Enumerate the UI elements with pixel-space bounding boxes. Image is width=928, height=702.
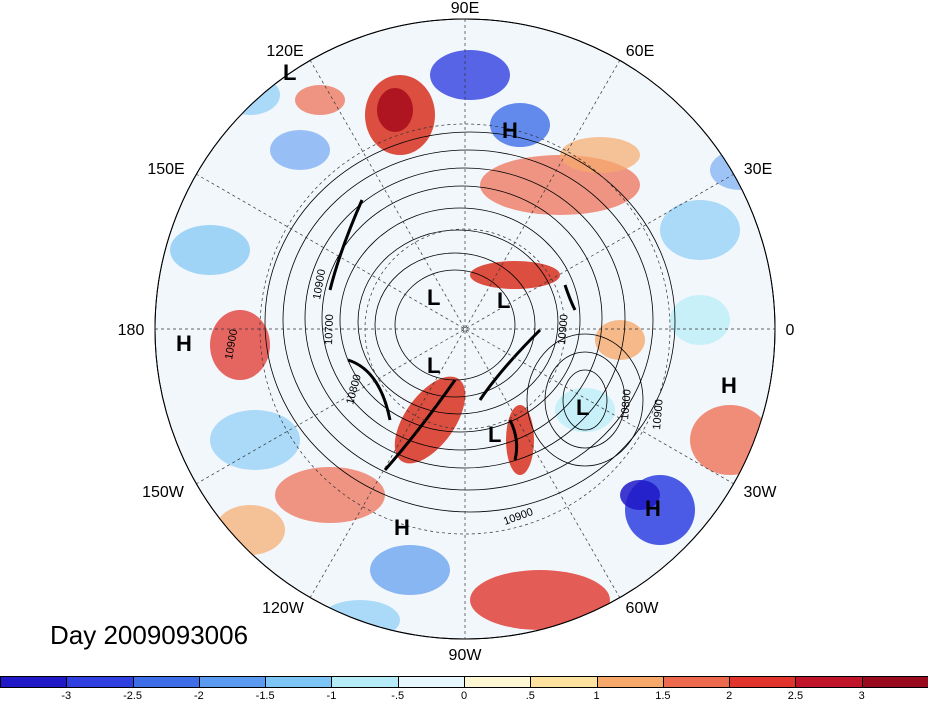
colorbar-tick-label: 2 [726,690,733,702]
lon-label-60e: 60E [626,43,654,60]
colorbar-segment [861,676,928,688]
contour-label: 10800 [619,389,634,421]
contour-labels: 10900 10700 10900 10800 10900 10800 1090… [223,268,666,528]
graticule [155,19,775,639]
colorbar-segment [596,676,664,688]
lon-label-120w: 120W [262,600,305,617]
pressure-centers: L H L L H L L L H H H H [176,60,737,540]
colorbar-segment [0,676,68,688]
contour-label: 10700 [323,314,336,345]
lon-label-120e: 120E [266,43,303,60]
contour-label: 10900 [223,328,240,360]
colorbar-tick-label: -1 [326,690,337,702]
longitude-labels: 90E 60E 30E 0 30W 60W 90W 120W 150W 180 … [118,0,795,664]
high-center: H [176,331,192,356]
lon-label-30e: 30E [744,161,772,178]
colorbar-tick-label: -1.5 [255,690,275,702]
colorbar-tick-label: -3 [61,690,72,702]
contour-label: 10900 [556,314,571,346]
contour-label: 10900 [651,399,666,431]
colorbar-segment [331,676,399,688]
lon-label-150w: 150W [142,484,185,501]
high-center: H [394,515,410,540]
lon-label-60w: 60W [626,600,660,617]
colorbar-segment [530,676,598,688]
low-center: L [283,60,296,85]
low-center: L [427,353,440,378]
colorbar-segment [729,676,797,688]
colorbar-segment [66,676,134,688]
lon-label-150e: 150E [147,161,184,178]
high-center: H [645,496,661,521]
lon-label-90e: 90E [451,0,479,17]
low-center: L [427,285,440,310]
jet-contours [328,199,577,471]
polar-map: 90E 60E 30E 0 30W 60W 90W 120W 150W 180 … [118,0,795,664]
colorbar-segment [795,676,863,688]
colorbar-tick-label: -.5 [391,690,405,702]
lon-label-180: 180 [118,322,145,339]
colorbar-tick-label: 0 [460,690,468,702]
colorbar-tick-label: 3 [858,690,865,702]
colorbar-tick-label: 2.5 [787,690,804,702]
low-center: L [497,288,510,313]
colorbar-tick-label: -2 [193,690,204,702]
low-center: L [488,422,501,447]
anomaly-field [155,19,775,639]
colorbar-segment [265,676,333,688]
colorbar-segment [198,676,267,688]
lon-label-90w: 90W [449,647,483,664]
contour-label: 10900 [311,268,328,300]
colorbar-tick-label: .5 [525,690,535,702]
colorbar-tick-label: -2.5 [123,690,143,702]
colorbar-segment [464,676,532,688]
colorbar-segment [132,676,200,688]
colorbar-tick-label: 1 [593,690,600,702]
colorbar-segment [397,676,465,688]
high-center: H [502,118,518,143]
lon-label-0: 0 [786,322,795,339]
colorbar-segment [662,676,731,688]
lon-label-30w: 30W [744,484,778,501]
date-caption: Day 2009093006 [50,620,249,650]
height-contours [264,131,676,513]
low-center: L [576,395,589,420]
high-center: H [721,373,737,398]
colorbar [0,676,928,702]
colorbar-tick-label: 1.5 [655,690,671,702]
